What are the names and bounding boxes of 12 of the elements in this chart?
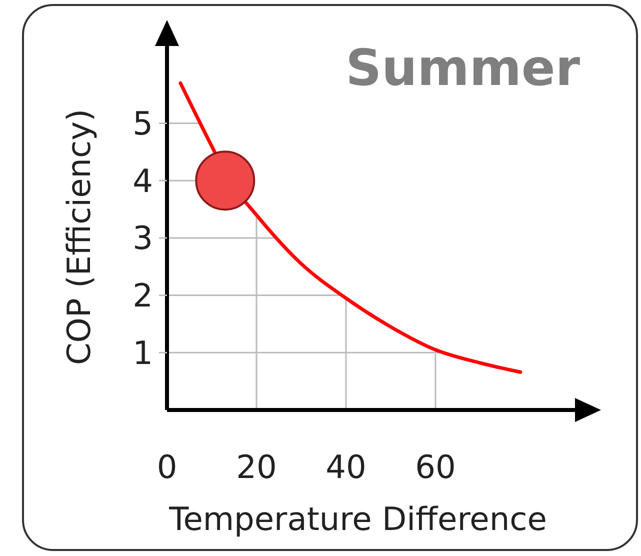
chart-title: Summer bbox=[346, 39, 580, 97]
y-tick-label: 4 bbox=[132, 162, 153, 200]
y-tick-label: 2 bbox=[132, 276, 153, 314]
y-tick-label: 3 bbox=[132, 219, 153, 258]
x-tick-label: 40 bbox=[326, 448, 366, 486]
x-axis-title: Temperature Difference bbox=[168, 500, 547, 538]
y-tick-label: 1 bbox=[132, 334, 153, 372]
x-tick-label: 0 bbox=[156, 448, 178, 486]
x-tick-label: 20 bbox=[236, 448, 277, 486]
x-tick-label: 60 bbox=[415, 448, 456, 486]
y-tick-label: 5 bbox=[132, 104, 153, 142]
y-axis-title: COP (Efficiency) bbox=[60, 108, 98, 366]
